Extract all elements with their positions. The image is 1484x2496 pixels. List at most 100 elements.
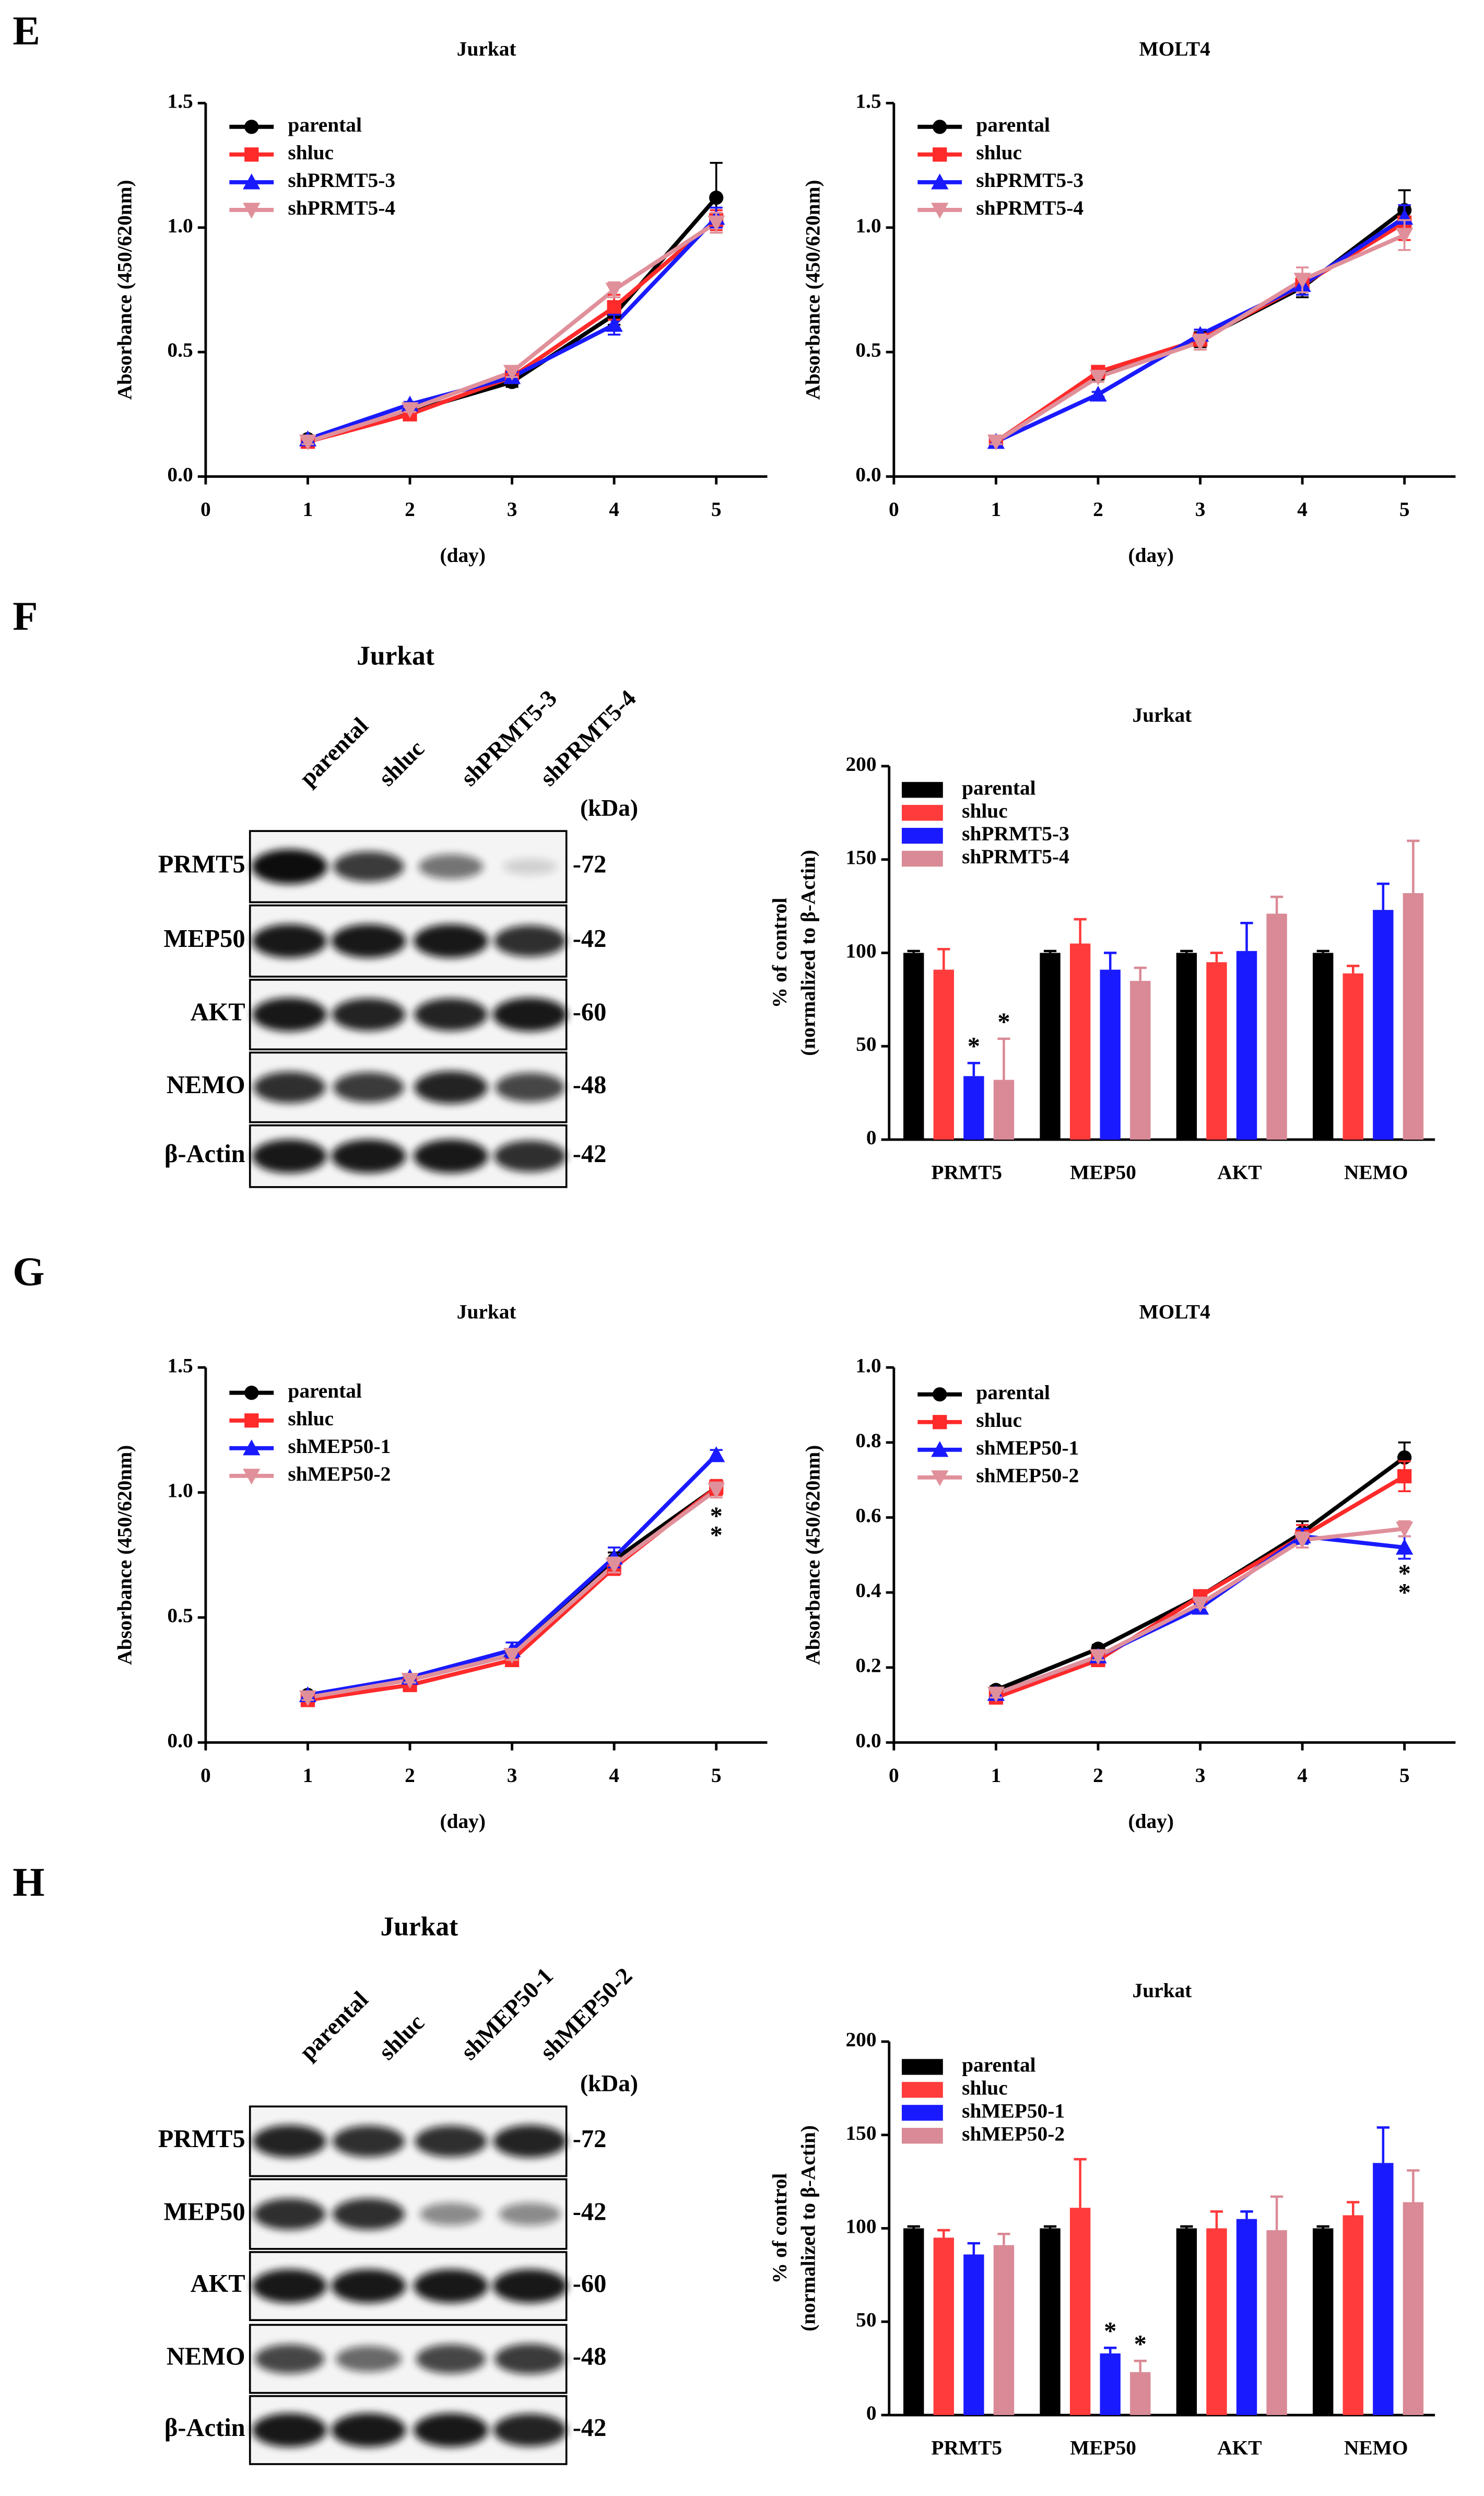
blot-band: [333, 851, 404, 882]
error-bar: [1376, 2126, 1389, 2163]
blot-band: [493, 1140, 567, 1172]
bar: [1100, 2353, 1121, 2416]
bar: [1373, 2163, 1394, 2416]
marker: [1396, 228, 1414, 244]
chart-title: MOLT4: [1139, 37, 1210, 60]
blot-band: [331, 2413, 406, 2447]
y-axis-label: Absorbance (450/620nm): [801, 180, 824, 400]
marker: [1089, 370, 1107, 386]
x-tick-label: AKT: [1217, 2436, 1262, 2459]
row-label: NEMO: [167, 1071, 245, 1099]
row-label: MEP50: [163, 925, 245, 953]
error-bar: [1376, 882, 1389, 910]
blot-band: [414, 2269, 489, 2303]
blot-band: [252, 998, 327, 1032]
kda-label: -42: [573, 2414, 607, 2442]
y-tick-label: 200: [845, 753, 876, 776]
y-tick-label: 1.5: [167, 1354, 193, 1377]
blot-band: [494, 2343, 566, 2374]
bar: [1403, 2202, 1424, 2416]
y-axis-label: % of control: [768, 2173, 791, 2283]
legend-label: shPRMT5-3: [288, 169, 395, 192]
blot-band: [251, 849, 328, 884]
legend-swatch: [902, 2128, 943, 2144]
bar: [1130, 2372, 1151, 2416]
marker: [931, 1470, 949, 1486]
significance: *: [710, 1502, 723, 1530]
marker: [244, 120, 259, 134]
y-tick-label: 200: [845, 2028, 876, 2051]
legend-label: shPRMT5-3: [976, 169, 1083, 192]
series-line: [995, 208, 1406, 444]
error-bar: [1134, 2360, 1147, 2372]
y-tick-label: 0.0: [855, 1729, 881, 1752]
blot-band: [492, 998, 568, 1032]
marker: [709, 190, 724, 205]
bar: [1176, 953, 1197, 1140]
panel-label: H: [13, 1860, 44, 1905]
blot-band: [335, 2346, 402, 2372]
error-bar: [1180, 950, 1193, 953]
marker: [503, 365, 521, 381]
panel-label: E: [13, 8, 40, 54]
legend-label: shPRMT5-3: [962, 822, 1069, 845]
y-tick-label: 0: [866, 1126, 877, 1149]
x-tick-label: MEP50: [1070, 1161, 1136, 1184]
error-bar: [907, 950, 920, 953]
legend-label: parental: [288, 113, 362, 136]
x-tick-label: 0: [889, 498, 899, 521]
y-tick-label: 1.0: [167, 1479, 193, 1502]
series-line: [307, 216, 718, 441]
blot-band: [331, 1139, 406, 1174]
x-tick-label: 2: [1093, 1764, 1103, 1787]
legend-swatch: [902, 2059, 943, 2075]
y-tick-label: 50: [856, 1033, 876, 1056]
x-tick-label: 3: [507, 1764, 517, 1787]
blot-band: [331, 2269, 406, 2303]
row-label: NEMO: [167, 2343, 245, 2371]
error-bar: [1043, 950, 1057, 953]
error-bar: [1074, 918, 1087, 944]
series-line: [307, 218, 718, 444]
legend-label: parental: [288, 1379, 362, 1402]
blot-band: [333, 1072, 404, 1103]
marker: [401, 1673, 419, 1689]
blot-band: [414, 998, 488, 1031]
row-label: MEP50: [163, 2198, 245, 2225]
marker: [244, 1386, 259, 1400]
marker: [243, 1439, 261, 1456]
y-axis-label: (normalized to β-Actin): [796, 2125, 819, 2331]
chart-title: Jurkat: [457, 37, 516, 60]
y-tick-label: 0.2: [855, 1654, 881, 1677]
marker: [299, 435, 317, 451]
y-tick-label: 100: [845, 939, 876, 962]
bar: [1313, 2228, 1334, 2416]
x-tick-label: 3: [1195, 498, 1206, 521]
error-bar: [1407, 839, 1420, 894]
bar: [1236, 951, 1257, 1140]
x-tick-label: 5: [711, 1764, 722, 1787]
error-bar: [937, 2229, 950, 2238]
bar: [1040, 953, 1061, 1140]
bar: [1040, 2228, 1061, 2416]
bar: [1313, 953, 1334, 1140]
error-bar: [1270, 2195, 1283, 2231]
blot-band: [420, 2202, 482, 2225]
y-tick-label: 0.5: [167, 1604, 193, 1627]
legend-label: shMEP50-1: [976, 1436, 1079, 1459]
significance: *: [997, 1009, 1010, 1036]
marker: [987, 1686, 1005, 1703]
error-bar: [1043, 2225, 1057, 2229]
legend-label: shMEP50-1: [962, 2099, 1065, 2122]
x-tick-label: 3: [1195, 1764, 1206, 1787]
x-tick-label: PRMT5: [931, 1161, 1002, 1184]
blot-band: [493, 2125, 567, 2158]
blot-band: [252, 2269, 327, 2303]
x-tick-label: 5: [1399, 1764, 1410, 1787]
bar: [1069, 2208, 1091, 2416]
marker: [1089, 385, 1107, 402]
marker: [933, 147, 947, 162]
blot-title: Jurkat: [357, 641, 434, 671]
legend-label: parental: [962, 2053, 1036, 2076]
lane-label: parental: [295, 712, 373, 791]
